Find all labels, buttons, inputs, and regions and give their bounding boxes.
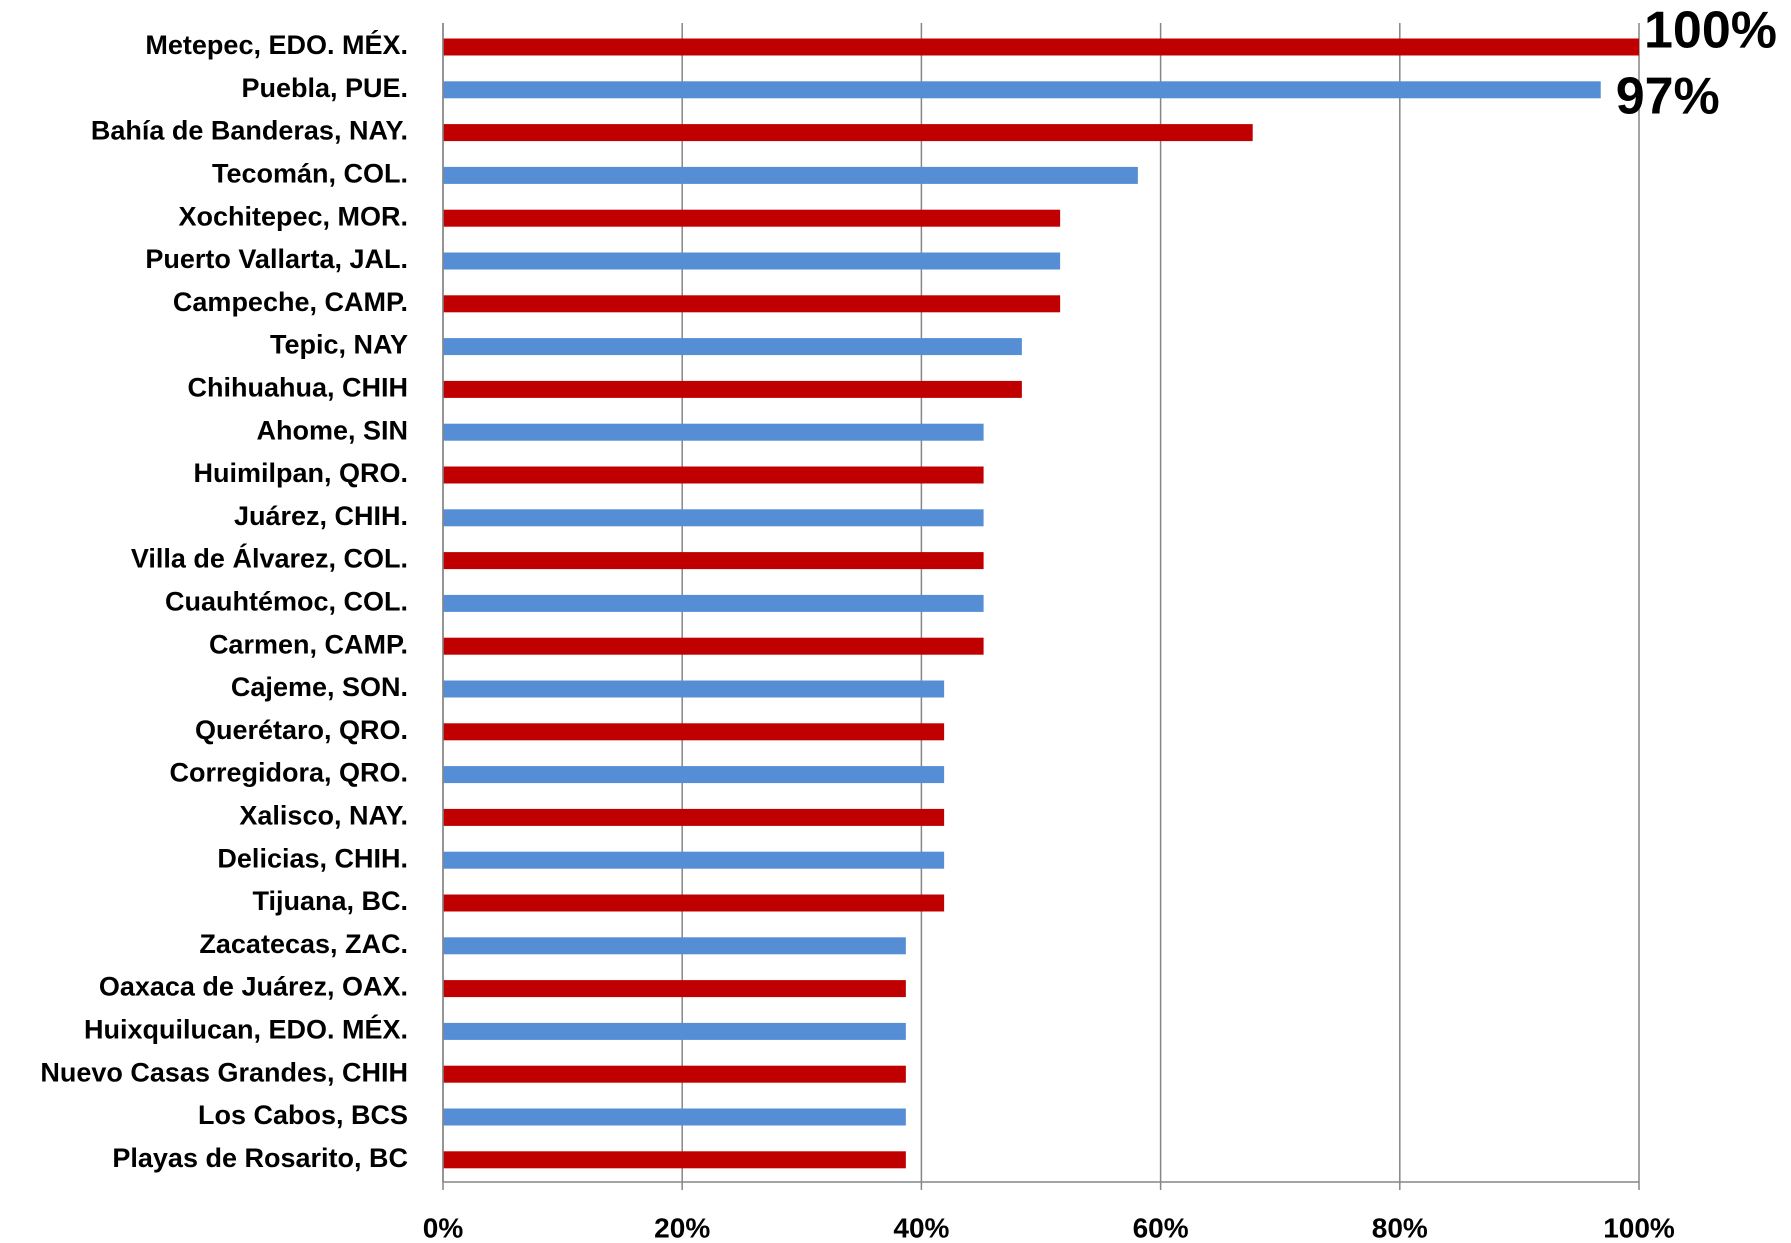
bar [443, 423, 984, 441]
y-tick-label: Playas de Rosarito, BC [112, 1143, 408, 1173]
y-tick-label: Campeche, CAMP. [173, 287, 408, 317]
bar [443, 937, 906, 955]
bar [443, 509, 984, 527]
bar [443, 38, 1639, 56]
y-tick-label: Xalisco, NAY. [239, 801, 408, 831]
y-tick-label: Delicias, CHIH. [217, 843, 408, 873]
bar [443, 252, 1061, 270]
x-tick-label: 60% [1133, 1212, 1189, 1243]
bar [443, 209, 1061, 227]
y-tick-label: Xochitepec, MOR. [178, 201, 408, 231]
y-tick-label: Zacatecas, ZAC. [199, 929, 408, 959]
bar [443, 1151, 906, 1169]
bar [443, 766, 945, 784]
bar [443, 81, 1601, 99]
bar [443, 295, 1061, 313]
bar [443, 166, 1138, 184]
bar [443, 680, 945, 698]
value-label: 100% [1644, 2, 1777, 60]
bar [443, 338, 1022, 356]
bar [443, 380, 1022, 398]
y-tick-label: Los Cabos, BCS [198, 1100, 408, 1130]
y-tick-label: Cuauhtémoc, COL. [165, 587, 408, 617]
x-tick-label: 20% [654, 1212, 710, 1243]
y-tick-label: Nuevo Casas Grandes, CHIH [40, 1057, 408, 1087]
y-tick-label: Puerto Vallarta, JAL. [145, 244, 408, 274]
bar [443, 552, 984, 570]
x-tick-label: 100% [1603, 1212, 1675, 1243]
bar [443, 594, 984, 612]
y-tick-label: Bahía de Banderas, NAY. [91, 116, 408, 146]
y-tick-label: Corregidora, QRO. [169, 758, 408, 788]
x-tick-label: 80% [1372, 1212, 1428, 1243]
y-tick-label: Querétaro, QRO. [195, 715, 408, 745]
y-tick-label: Tijuana, BC. [252, 886, 408, 916]
y-tick-label: Carmen, CAMP. [209, 629, 408, 659]
bar [443, 851, 945, 869]
y-tick-label: Huimilpan, QRO. [193, 458, 408, 488]
bar [443, 1065, 906, 1083]
bar [443, 723, 945, 741]
bar [443, 894, 945, 912]
x-tick-label: 0% [423, 1212, 464, 1243]
y-tick-label: Villa de Álvarez, COL. [131, 543, 408, 574]
bar [443, 1022, 906, 1040]
y-tick-label: Metepec, EDO. MÉX. [145, 29, 408, 60]
y-tick-label: Tepic, NAY [270, 330, 408, 360]
value-label: 97% [1616, 68, 1720, 126]
y-tick-label: Tecomán, COL. [212, 159, 408, 189]
y-tick-label: Oaxaca de Juárez, OAX. [99, 972, 408, 1002]
bar [443, 637, 984, 655]
bar [443, 808, 945, 826]
y-tick-label: Cajeme, SON. [231, 672, 408, 702]
bar [443, 124, 1253, 142]
y-tick-label: Chihuahua, CHIH [188, 373, 409, 403]
bar [443, 466, 984, 484]
x-tick-label: 40% [893, 1212, 949, 1243]
y-tick-label: Puebla, PUE. [241, 73, 408, 103]
y-tick-label: Juárez, CHIH. [234, 501, 408, 531]
y-tick-label: Ahome, SIN [256, 415, 408, 445]
bar [443, 980, 906, 998]
y-tick-label: Huixquilucan, EDO. MÉX. [84, 1014, 408, 1045]
bar [443, 1108, 906, 1126]
